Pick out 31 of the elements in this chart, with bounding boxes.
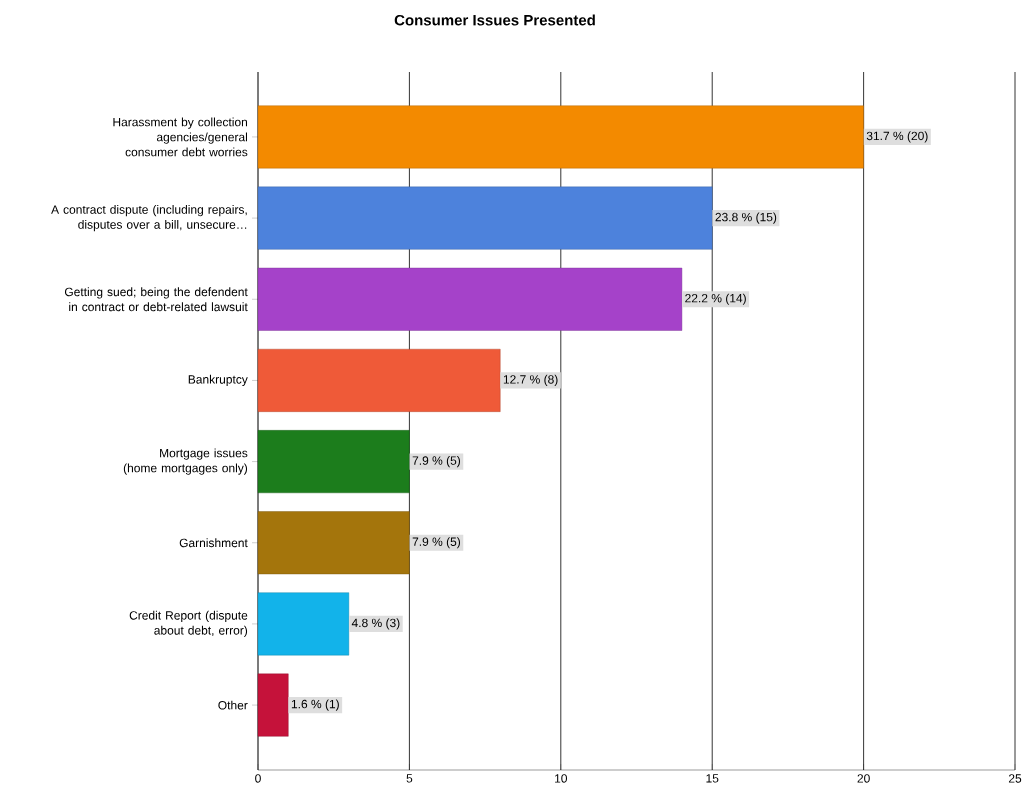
y-tick-label: Other (218, 700, 248, 710)
x-tick-label: 15 (706, 774, 719, 783)
y-tick-label: Garnishment (179, 538, 248, 548)
data-label: 7.9 % (5) (412, 455, 461, 468)
data-label: 23.8 % (15) (715, 212, 777, 224)
data-label: 7.9 % (5) (412, 537, 461, 549)
x-tick-label: 20 (857, 774, 870, 783)
y-tick-label: A contract dispute (including repairs, disputes over a bill, unsecure… (51, 205, 247, 232)
y-tick-label: Mortgage issues (home mortgages only) (123, 448, 248, 475)
bar (257, 430, 410, 494)
y-tick-label: Harassment by collection agencies/general consumer debt worries (113, 117, 248, 157)
bar (257, 348, 501, 412)
x-tick-label: 0 (255, 774, 261, 783)
data-label: 1.6 % (1) (291, 699, 339, 711)
x-tick-label: 25 (1008, 774, 1022, 783)
data-label: 4.8 % (3) (351, 618, 400, 630)
bar (257, 673, 289, 737)
x-tick-label: 5 (406, 774, 413, 783)
data-label: 31.7 % (20) (866, 131, 928, 143)
data-label: 22.2 % (14) (685, 293, 746, 305)
chart-title: Consumer Issues Presented (394, 14, 595, 26)
bar (257, 267, 683, 331)
y-tick-label: Credit Report (dispute about debt, error) (129, 610, 248, 637)
y-tick-label: Getting sued; being the defendent in contract or debt-related lawsuit (64, 287, 248, 312)
data-label: 12.7 % (8) (503, 374, 558, 387)
bar (257, 592, 350, 656)
bar (257, 511, 410, 575)
bar (257, 186, 713, 250)
x-tick-label: 10 (555, 774, 568, 783)
y-tick-label: Bankruptcy (188, 374, 248, 387)
bar (257, 105, 864, 169)
